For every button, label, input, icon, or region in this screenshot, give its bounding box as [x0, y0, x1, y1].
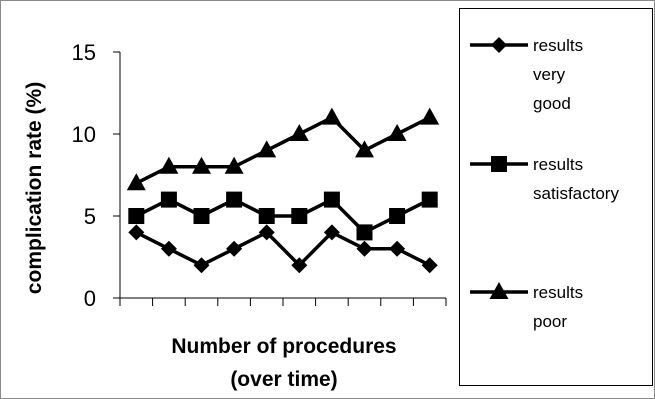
legend-marker — [491, 37, 507, 53]
series-line — [135, 197, 431, 235]
data-point — [128, 224, 145, 241]
axes: 0 5 10 15 — [72, 40, 447, 311]
data-point — [291, 257, 308, 274]
data-point — [193, 257, 210, 274]
data-point — [356, 224, 373, 241]
y-tick-label: 10 — [72, 122, 96, 147]
series-triangle — [126, 107, 440, 191]
series-line — [135, 115, 431, 185]
data-point — [289, 124, 309, 141]
data-point — [322, 107, 342, 125]
data-point — [193, 208, 210, 224]
legend-entries: resultsverygoodresultssatisfactoryresult… — [470, 36, 619, 331]
legend-entry-triangle: results poor — [470, 282, 583, 331]
data-point — [421, 257, 438, 274]
data-point — [226, 191, 243, 208]
data-point — [355, 140, 374, 158]
data-point — [128, 208, 145, 224]
legend-label: results — [533, 283, 583, 302]
data-point — [224, 156, 244, 174]
legend-entry-diamond: results very good — [470, 36, 583, 113]
legend-entry-square: results satisfactory — [470, 155, 619, 203]
y-tick-label: 0 — [84, 286, 96, 311]
x-axis-title-line-2: (over time) — [230, 368, 337, 391]
data-point — [160, 191, 177, 208]
x-axis-title-line-1: Number of procedures — [171, 335, 396, 358]
legend-marker — [489, 282, 509, 299]
data-point — [226, 240, 243, 257]
y-axis-title: complication rate (%) — [23, 82, 46, 294]
data-point — [356, 240, 373, 257]
data-point — [192, 156, 211, 174]
data-point — [291, 208, 308, 224]
data-point — [257, 140, 277, 158]
legend-label: poor — [533, 312, 567, 331]
data-point — [159, 156, 179, 174]
series-layer — [126, 107, 440, 274]
data-point — [421, 191, 438, 208]
data-point — [323, 224, 340, 241]
data-point — [387, 124, 407, 141]
series-square — [128, 191, 438, 241]
y-tick-label: 15 — [72, 40, 96, 65]
data-point — [389, 208, 406, 224]
legend-label: good — [533, 94, 571, 113]
data-point — [420, 107, 440, 125]
legend-label: very — [533, 65, 566, 84]
series-line — [135, 230, 431, 267]
data-point — [160, 240, 177, 257]
data-point — [126, 173, 146, 191]
legend-label: results — [533, 155, 583, 174]
data-point — [323, 191, 340, 208]
y-tick-label: 5 — [84, 204, 96, 229]
series-diamond — [128, 224, 438, 274]
data-point — [258, 208, 275, 224]
legend-label: results — [533, 36, 583, 55]
legend — [459, 8, 653, 386]
legend-marker — [491, 156, 507, 172]
data-point — [258, 224, 275, 241]
legend-label: satisfactory — [533, 184, 619, 203]
data-point — [389, 240, 406, 257]
